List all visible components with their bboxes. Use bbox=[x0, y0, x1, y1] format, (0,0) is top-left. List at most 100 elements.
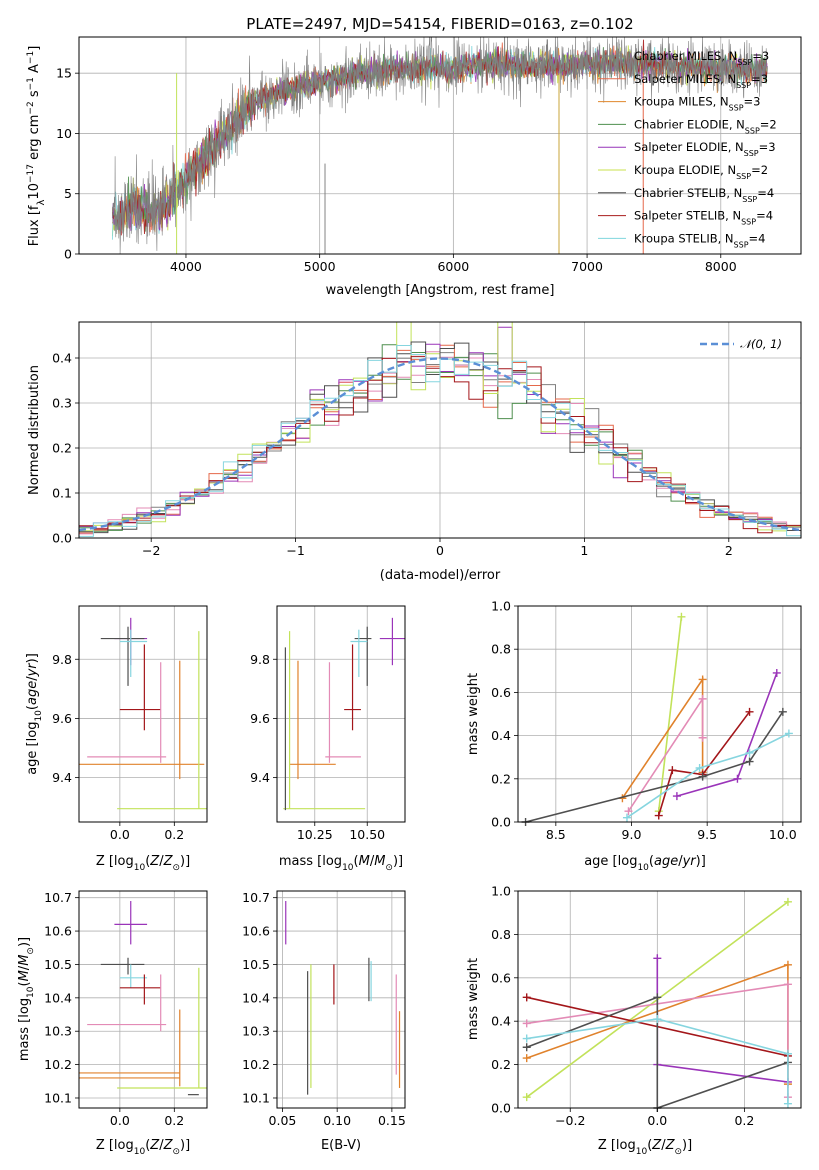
series-marker bbox=[783, 980, 792, 989]
x-tick-label: 7000 bbox=[571, 259, 603, 274]
y-tick-label: 0.6 bbox=[491, 685, 511, 700]
y-tick-label: 5 bbox=[64, 186, 72, 201]
series-marker bbox=[778, 707, 787, 716]
gaussian-curve bbox=[78, 357, 802, 532]
y-tick-label: 0.0 bbox=[491, 815, 511, 830]
errorbar-point bbox=[79, 1009, 181, 1087]
errorbar-point bbox=[87, 662, 167, 763]
x-tick-label: 0.0 bbox=[110, 1113, 130, 1128]
y-tick-label: 1.0 bbox=[491, 884, 511, 899]
series-marker bbox=[668, 766, 677, 775]
x-tick-label: 4000 bbox=[170, 259, 202, 274]
axes-frame-panel7 bbox=[276, 890, 406, 1109]
errorbar-point bbox=[119, 644, 161, 731]
axes-frame-panel5 bbox=[517, 605, 802, 823]
series-marker bbox=[522, 1019, 531, 1028]
x-tick-label: 0.05 bbox=[269, 1113, 297, 1128]
panel3-xlabel: Z [log10(Z/Z⊙)] bbox=[96, 854, 190, 873]
x-tick-label: 10.50 bbox=[349, 827, 385, 842]
x-tick-label: 9.0 bbox=[622, 827, 642, 842]
axes-panel5 bbox=[518, 605, 801, 823]
series-marker bbox=[772, 668, 781, 677]
y-tick-label: 10.1 bbox=[242, 1090, 270, 1105]
panel4-xlabel: mass [log10(M/M⊙)] bbox=[279, 854, 403, 873]
series-marker bbox=[783, 897, 792, 906]
panel5-ylabel: mass weight bbox=[466, 673, 481, 755]
spectrum-title: PLATE=2497, MJD=54154, FIBERID=0163, z=0… bbox=[246, 15, 633, 33]
series-marker bbox=[698, 675, 707, 684]
y-tick-label: 10.3 bbox=[242, 1024, 270, 1039]
y-tick-label: 0.6 bbox=[491, 970, 511, 985]
x-tick-label: 0.0 bbox=[647, 1113, 667, 1128]
y-tick-label: 0.8 bbox=[491, 642, 511, 657]
y-tick-label: 10.2 bbox=[44, 1057, 72, 1072]
x-tick-label: 8000 bbox=[705, 259, 737, 274]
y-tick-label: 9.8 bbox=[52, 652, 72, 667]
y-tick-label: 9.6 bbox=[250, 711, 270, 726]
y-tick-label: 10.7 bbox=[242, 890, 270, 905]
histogram-series bbox=[79, 345, 801, 537]
y-tick-label: 0.8 bbox=[491, 927, 511, 942]
legend-label: Chabrier STELIB, NSSP=4 bbox=[634, 186, 774, 204]
y-tick-label: 0.2 bbox=[491, 771, 511, 786]
legend-label: Salpeter STELIB, NSSP=4 bbox=[634, 209, 773, 227]
series-marker bbox=[733, 774, 742, 783]
y-tick-label: 0.1 bbox=[52, 486, 72, 501]
panel6-xlabel: Z [log10(Z/Z⊙)] bbox=[96, 1138, 190, 1157]
y-tick-label: 10.5 bbox=[242, 957, 270, 972]
panel7-xlabel: E(B-V) bbox=[321, 1138, 361, 1153]
x-tick-label: 8.5 bbox=[546, 827, 566, 842]
legend-label: Chabrier ELODIE, NSSP=2 bbox=[634, 117, 777, 135]
x-tick-label: 6000 bbox=[437, 259, 469, 274]
series-marker bbox=[653, 1015, 662, 1024]
y-tick-label: 9.8 bbox=[250, 652, 270, 667]
y-tick-label: 9.6 bbox=[52, 711, 72, 726]
errorbar-point bbox=[379, 617, 405, 666]
errorbar-point bbox=[114, 901, 148, 945]
legend-label: Chabrier MILES, NSSP=3 bbox=[634, 49, 769, 67]
errorbar-point bbox=[350, 629, 368, 678]
series-marker bbox=[745, 748, 754, 757]
series-marker bbox=[522, 1043, 531, 1052]
x-tick-label: 0.2 bbox=[164, 827, 184, 842]
series-marker bbox=[784, 729, 793, 738]
errorbar-point bbox=[87, 974, 167, 1032]
series-marker bbox=[522, 993, 531, 1002]
x-tick-label: 0.2 bbox=[164, 1113, 184, 1128]
errorbar-point bbox=[283, 631, 366, 810]
spectrum-xlabel: wavelength [Angstrom, rest frame] bbox=[326, 283, 555, 298]
series-marker bbox=[783, 960, 792, 969]
errorbar-point bbox=[325, 662, 361, 763]
series-marker bbox=[672, 792, 681, 801]
y-tick-label: 10.4 bbox=[242, 990, 270, 1005]
y-tick-label: 0.2 bbox=[52, 441, 72, 456]
y-tick-label: 10.6 bbox=[44, 924, 72, 939]
y-tick-label: 0.4 bbox=[52, 351, 72, 366]
y-tick-label: 1.0 bbox=[491, 599, 511, 614]
x-tick-label: 0.2 bbox=[734, 1113, 754, 1128]
y-tick-label: 9.4 bbox=[52, 770, 72, 785]
y-tick-label: 10.2 bbox=[242, 1057, 270, 1072]
series-marker bbox=[522, 1034, 531, 1043]
errorbar-point bbox=[354, 626, 372, 686]
errorbar-point bbox=[344, 644, 361, 731]
x-tick-label: 1 bbox=[580, 543, 588, 558]
errorbar-point bbox=[289, 660, 336, 780]
series-marker bbox=[695, 764, 704, 772]
y-tick-label: 10.3 bbox=[44, 1024, 72, 1039]
x-tick-label: 0.10 bbox=[323, 1113, 351, 1128]
y-tick-label: 0.3 bbox=[52, 396, 72, 411]
series-marker bbox=[783, 1049, 792, 1058]
errorbar-point bbox=[119, 629, 148, 678]
legend-label: 𝒩(0, 1) bbox=[740, 337, 782, 351]
histogram-ylabel: Normed distribution bbox=[27, 365, 42, 495]
x-tick-label: 0 bbox=[436, 543, 444, 558]
errorbar-point bbox=[79, 660, 205, 780]
legend-label: Salpeter MILES, NSSP=3 bbox=[634, 72, 768, 90]
y-tick-label: 0.0 bbox=[52, 531, 72, 546]
series-marker bbox=[622, 813, 631, 822]
series-marker bbox=[654, 811, 663, 820]
y-tick-label: 10.4 bbox=[44, 990, 72, 1005]
